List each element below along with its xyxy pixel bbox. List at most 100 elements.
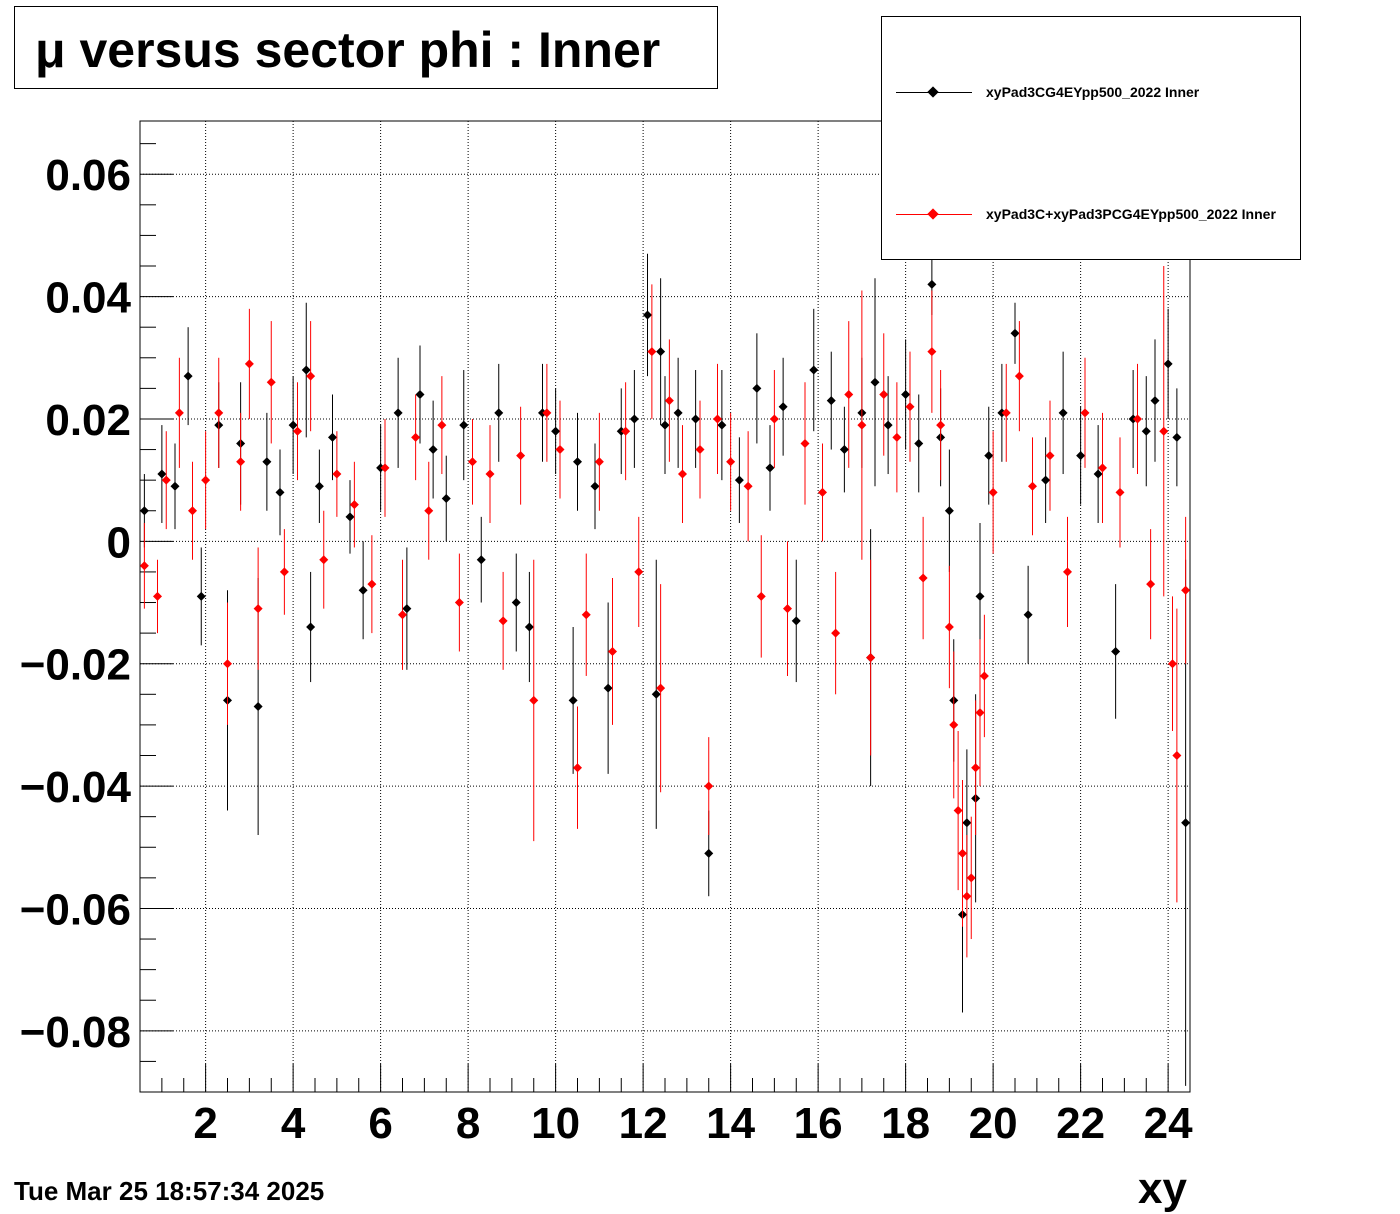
data-point bbox=[621, 426, 631, 436]
data-point bbox=[713, 414, 722, 424]
data-point bbox=[966, 873, 976, 883]
data-point bbox=[288, 420, 298, 430]
data-point bbox=[139, 561, 149, 571]
data-point bbox=[214, 408, 224, 418]
data-point bbox=[1010, 328, 1020, 338]
data-point bbox=[555, 445, 565, 455]
series-black bbox=[139, 253, 1191, 1086]
series-red bbox=[139, 266, 1191, 958]
x-tick-label: 8 bbox=[456, 1099, 480, 1148]
data-point bbox=[660, 420, 670, 430]
data-point bbox=[1111, 646, 1121, 656]
data-point bbox=[468, 457, 477, 467]
data-point bbox=[319, 555, 329, 565]
data-point bbox=[1080, 408, 1090, 418]
data-point bbox=[459, 420, 469, 430]
data-point bbox=[328, 432, 337, 442]
data-point bbox=[306, 622, 316, 632]
data-point bbox=[844, 389, 854, 399]
data-point bbox=[345, 512, 355, 522]
data-point bbox=[1058, 408, 1068, 418]
data-point bbox=[1163, 359, 1173, 369]
x-tick-label: 10 bbox=[531, 1099, 580, 1148]
data-point bbox=[608, 646, 617, 656]
legend-entry-black: xyPad3CG4EYpp500_2022 Inner bbox=[882, 83, 1300, 103]
data-point bbox=[524, 622, 534, 632]
data-point bbox=[1150, 396, 1160, 406]
data-point bbox=[415, 389, 425, 399]
data-point bbox=[1093, 469, 1103, 479]
data-point bbox=[223, 659, 232, 669]
data-point bbox=[979, 671, 989, 681]
tick-labels: 2 4 6 8 10 12 14 16 18 20 22 24−0.08−0.06−0.04−0.02… bbox=[20, 151, 1193, 1148]
data-point bbox=[1098, 463, 1107, 473]
data-point bbox=[174, 408, 184, 418]
data-point bbox=[800, 438, 810, 448]
data-point bbox=[454, 598, 464, 608]
data-point bbox=[953, 806, 963, 816]
data-point bbox=[573, 457, 582, 467]
x-tick-label: 24 bbox=[1144, 1099, 1193, 1148]
data-point bbox=[726, 457, 736, 467]
legend-diamond-marker-icon bbox=[927, 86, 939, 98]
data-point bbox=[1146, 579, 1156, 589]
data-point bbox=[161, 475, 171, 485]
chart-title: μ versus sector phi : Inner bbox=[35, 22, 661, 78]
data-point bbox=[196, 591, 206, 601]
data-point bbox=[188, 506, 197, 516]
data-point bbox=[1023, 610, 1033, 620]
data-point bbox=[818, 487, 827, 497]
data-point bbox=[975, 708, 985, 718]
data-point bbox=[314, 481, 324, 491]
data-point bbox=[183, 371, 193, 381]
data-point bbox=[1028, 481, 1037, 491]
data-point bbox=[349, 500, 359, 510]
data-point bbox=[262, 457, 272, 467]
data-point bbox=[153, 591, 162, 601]
legend-label-black: xyPad3CG4EYpp500_2022 Inner bbox=[986, 84, 1200, 100]
data-point bbox=[253, 604, 263, 614]
data-point bbox=[516, 451, 526, 461]
data-point bbox=[236, 457, 246, 467]
data-point bbox=[826, 396, 836, 406]
data-point bbox=[157, 469, 167, 479]
x-tick-label: 6 bbox=[368, 1099, 392, 1148]
data-point bbox=[857, 420, 867, 430]
y-tick-label: −0.08 bbox=[20, 1008, 131, 1057]
data-point bbox=[629, 414, 639, 424]
data-point bbox=[367, 579, 377, 589]
data-point bbox=[1159, 426, 1169, 436]
data-point bbox=[975, 591, 985, 601]
data-point bbox=[306, 371, 316, 381]
data-point bbox=[743, 481, 753, 491]
data-point bbox=[603, 683, 613, 693]
data-point bbox=[643, 310, 652, 320]
x-tick-label: 16 bbox=[794, 1099, 843, 1148]
data-point bbox=[266, 377, 276, 387]
data-point bbox=[984, 451, 994, 461]
axis-titles: xy bbox=[1138, 1164, 1187, 1213]
data-point bbox=[962, 891, 972, 901]
data-point bbox=[673, 408, 683, 418]
data-point bbox=[892, 432, 902, 442]
data-point bbox=[170, 481, 180, 491]
data-point bbox=[1063, 567, 1072, 577]
x-tick-label: 4 bbox=[281, 1099, 306, 1148]
data-point bbox=[393, 408, 403, 418]
y-tick-label: 0.04 bbox=[45, 274, 131, 323]
plot-frame-rect bbox=[139, 120, 1191, 1093]
data-point bbox=[664, 396, 674, 406]
data-point bbox=[883, 420, 893, 430]
chart-title-box: μ versus sector phi : Inner bbox=[14, 6, 718, 89]
data-point bbox=[752, 383, 762, 393]
data-point bbox=[1141, 426, 1151, 436]
data-point bbox=[971, 763, 981, 773]
data-point bbox=[691, 414, 701, 424]
data-point bbox=[1168, 659, 1177, 669]
data-point bbox=[253, 702, 263, 712]
data-point bbox=[634, 567, 644, 577]
data-point bbox=[358, 585, 368, 595]
x-axis-title: xy bbox=[1138, 1164, 1187, 1213]
data-point bbox=[765, 463, 775, 473]
data-point bbox=[1115, 487, 1125, 497]
